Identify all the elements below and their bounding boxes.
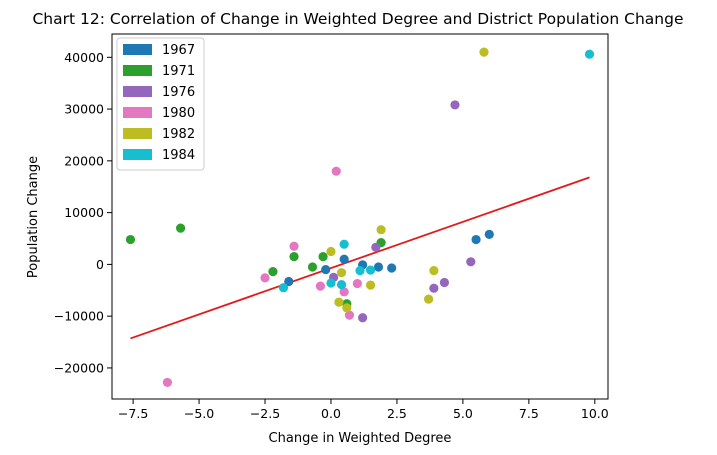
y-tick-label: 10000 (64, 205, 104, 220)
data-point-1982 (334, 297, 344, 307)
y-tick-label: −20000 (54, 360, 104, 375)
data-point-1967 (339, 254, 349, 264)
x-axis: −7.5 −5.0 −2.5 0.0 2.5 5.0 7.5 10.0 (118, 399, 609, 421)
data-point-1976 (429, 283, 439, 293)
data-point-1982 (342, 303, 352, 313)
data-point-1982 (336, 268, 347, 278)
data-point-1984 (336, 279, 347, 290)
data-point-1971 (289, 252, 299, 262)
data-point-1984 (278, 283, 289, 293)
legend-swatch-1976 (123, 86, 152, 97)
data-point-1982 (423, 294, 434, 304)
data-point-1980 (289, 241, 299, 251)
legend-label-1967: 1967 (162, 43, 195, 58)
data-point-1980 (260, 273, 270, 283)
data-point-1980 (162, 377, 173, 388)
data-point-1982 (429, 266, 439, 276)
y-axis: −20000 −10000 0 10000 20000 30000 40000 (54, 50, 112, 375)
data-point-1967 (284, 276, 294, 287)
legend-label-1971: 1971 (162, 64, 195, 79)
legend-label-1976: 1976 (162, 85, 195, 100)
data-point-1971 (307, 262, 318, 272)
plot-area (111, 33, 609, 400)
data-point-1982 (365, 280, 376, 290)
data-point-1967 (373, 262, 384, 272)
x-tick-label: 7.5 (519, 406, 539, 421)
legend-swatch-1982 (123, 128, 152, 139)
data-point-1971 (125, 234, 136, 245)
data-point-1967 (471, 234, 481, 245)
data-point-1976 (371, 242, 381, 252)
data-point-1976 (466, 257, 476, 267)
data-point-1980 (331, 166, 341, 176)
x-tick-label: 5.0 (453, 406, 473, 421)
legend-label-1984: 1984 (162, 148, 195, 163)
data-point-1984 (355, 266, 365, 276)
y-tick-label: 30000 (64, 102, 104, 117)
legend-swatch-1967 (123, 44, 152, 55)
data-point-1976 (439, 277, 450, 288)
x-tick-label: −2.5 (250, 406, 280, 421)
trendline (130, 176, 590, 340)
x-tick-label: 10.0 (581, 406, 609, 421)
legend-label-1980: 1980 (162, 106, 195, 121)
data-point-1984 (339, 239, 349, 249)
x-tick-label: 0.0 (321, 406, 341, 421)
x-tick-label: −7.5 (118, 406, 148, 421)
legend-label-1982: 1982 (162, 127, 195, 142)
legend-swatch-1984 (123, 149, 152, 160)
data-point-1982 (376, 225, 386, 235)
data-point-1967 (321, 264, 331, 275)
x-tick-label: −5.0 (184, 406, 214, 421)
points-layer (125, 47, 595, 388)
plot-frame (111, 33, 609, 400)
legend: 1967 1971 1976 1980 1982 1984 (116, 37, 205, 171)
data-point-1980 (339, 287, 349, 297)
legend-swatch-1971 (123, 65, 152, 76)
y-tick-label: −10000 (54, 309, 104, 324)
data-point-1980 (352, 278, 362, 289)
data-point-1971 (175, 223, 186, 233)
data-point-1976 (358, 313, 368, 323)
x-axis-label: Change in Weighted Degree (269, 431, 452, 446)
x-tick-label: 2.5 (387, 406, 407, 421)
data-point-1967 (484, 229, 494, 239)
data-point-1980 (315, 281, 326, 291)
data-point-1976 (450, 100, 460, 110)
data-point-1982 (326, 246, 336, 257)
data-point-1982 (479, 47, 489, 57)
data-point-1984 (365, 265, 376, 275)
data-point-1967 (387, 263, 397, 273)
y-axis-label: Population Change (26, 156, 41, 278)
data-point-1984 (326, 278, 336, 288)
data-point-1971 (318, 252, 328, 262)
data-point-1971 (268, 267, 278, 277)
y-tick-label: 40000 (64, 50, 104, 65)
legend-swatch-1980 (123, 107, 152, 118)
y-tick-label: 0 (96, 257, 104, 272)
data-point-1980 (344, 310, 355, 320)
y-tick-label: 20000 (64, 153, 104, 168)
chart-title: Chart 12: Correlation of Change in Weigh… (32, 10, 683, 28)
trendline-layer (130, 176, 590, 340)
data-point-1984 (584, 49, 595, 59)
